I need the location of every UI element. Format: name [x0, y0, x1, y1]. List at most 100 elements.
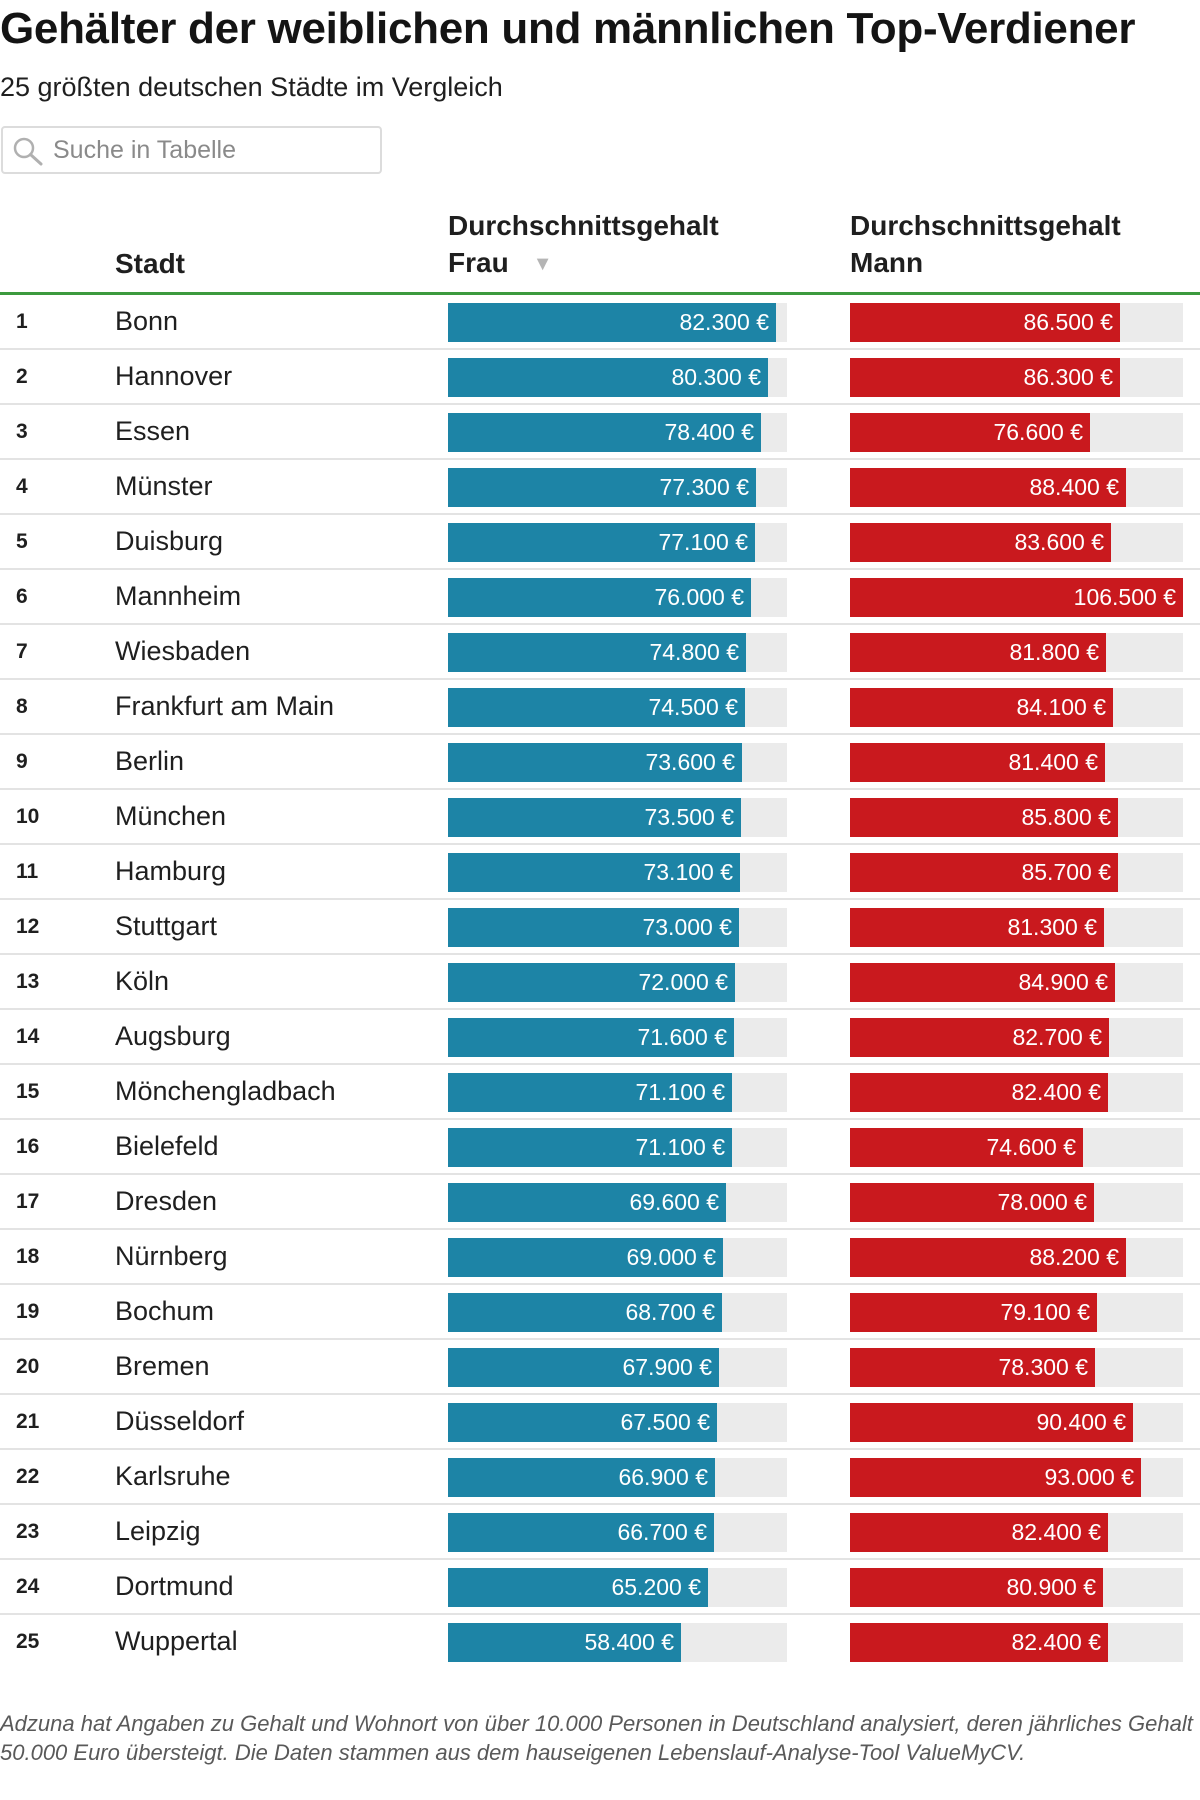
male-bar-track: 82.400 €	[850, 1073, 1183, 1112]
female-bar-track: 82.300 €	[448, 303, 787, 342]
male-salary-bar: 82.400 €	[850, 1513, 1108, 1552]
female-bar-track: 69.600 €	[448, 1183, 787, 1222]
table-row: 15 Mönchengladbach 71.100 € 82.400 €	[0, 1065, 1200, 1120]
table-row: 1 Bonn 82.300 € 86.500 €	[0, 295, 1200, 350]
male-salary-bar: 79.100 €	[850, 1293, 1097, 1332]
male-bar-track: 86.500 €	[850, 303, 1183, 342]
search-box[interactable]	[1, 126, 382, 174]
male-salary-bar: 106.500 €	[850, 578, 1183, 617]
row-city: Wuppertal	[115, 1626, 238, 1656]
female-salary-bar: 82.300 €	[448, 303, 776, 342]
row-city: Düsseldorf	[115, 1406, 245, 1436]
male-salary-bar: 85.800 €	[850, 798, 1118, 837]
row-rank: 10	[16, 805, 40, 828]
male-salary-bar: 76.600 €	[850, 413, 1090, 452]
male-bar-track: 74.600 €	[850, 1128, 1183, 1167]
female-salary-bar: 71.600 €	[448, 1018, 734, 1057]
column-header-female-salary[interactable]: Durchschnittsgehalt Frau ▼	[448, 207, 719, 283]
source-footnote: Adzuna hat Angaben zu Gehalt und Wohnort…	[0, 1711, 1193, 1765]
row-city: Bochum	[115, 1296, 215, 1326]
row-city: Berlin	[115, 746, 185, 776]
male-bar-track: 78.000 €	[850, 1183, 1183, 1222]
row-rank: 15	[16, 1080, 40, 1103]
female-bar-track: 72.000 €	[448, 963, 787, 1002]
male-bar-track: 88.400 €	[850, 468, 1183, 507]
male-salary-bar: 82.400 €	[850, 1073, 1108, 1112]
female-bar-track: 68.700 €	[448, 1293, 787, 1332]
row-rank: 24	[16, 1575, 40, 1598]
table-row: 25 Wuppertal 58.400 € 82.400 €	[0, 1615, 1200, 1668]
male-bar-track: 81.300 €	[850, 908, 1183, 947]
female-salary-bar: 71.100 €	[448, 1128, 732, 1167]
row-city: Duisburg	[115, 526, 224, 556]
female-bar-track: 74.500 €	[448, 688, 787, 727]
male-bar-track: 81.400 €	[850, 743, 1183, 782]
male-salary-bar: 86.300 €	[850, 358, 1120, 397]
table-row: 16 Bielefeld 71.100 € 74.600 €	[0, 1120, 1200, 1175]
row-city: Bremen	[115, 1351, 210, 1381]
column-header-female-line2: Frau	[448, 247, 509, 278]
search-input[interactable]	[53, 133, 373, 167]
row-rank: 2	[16, 365, 28, 388]
row-rank: 23	[16, 1520, 40, 1543]
row-rank: 20	[16, 1355, 40, 1378]
row-city: Wiesbaden	[115, 636, 251, 666]
female-salary-bar: 69.000 €	[448, 1238, 723, 1277]
row-rank: 22	[16, 1465, 40, 1488]
row-rank: 7	[16, 640, 28, 663]
male-salary-bar: 93.000 €	[850, 1458, 1141, 1497]
column-header-male-salary[interactable]: Durchschnittsgehalt Mann	[850, 207, 1121, 281]
row-rank: 14	[16, 1025, 40, 1048]
female-salary-bar: 71.100 €	[448, 1073, 732, 1112]
table-row: 20 Bremen 67.900 € 78.300 €	[0, 1340, 1200, 1395]
female-bar-track: 66.700 €	[448, 1513, 787, 1552]
column-header-city[interactable]: Stadt	[115, 245, 185, 282]
table-row: 9 Berlin 73.600 € 81.400 €	[0, 735, 1200, 790]
row-city: Frankfurt am Main	[115, 691, 335, 721]
female-bar-track: 76.000 €	[448, 578, 787, 617]
table-row: 10 München 73.500 € 85.800 €	[0, 790, 1200, 845]
row-city: Bonn	[115, 306, 179, 336]
sort-descending-icon[interactable]: ▼	[532, 253, 553, 276]
table-row: 18 Nürnberg 69.000 € 88.200 €	[0, 1230, 1200, 1285]
column-header-male-line2: Mann	[850, 247, 924, 278]
male-bar-track: 82.700 €	[850, 1018, 1183, 1057]
male-bar-track: 84.100 €	[850, 688, 1183, 727]
male-bar-track: 88.200 €	[850, 1238, 1183, 1277]
row-rank: 5	[16, 530, 28, 553]
male-salary-bar: 82.700 €	[850, 1018, 1109, 1057]
row-city: Augsburg	[115, 1021, 231, 1051]
female-bar-track: 65.200 €	[448, 1568, 787, 1607]
row-city: Hamburg	[115, 856, 227, 886]
male-bar-track: 79.100 €	[850, 1293, 1183, 1332]
row-city: Münster	[115, 471, 213, 501]
female-salary-bar: 69.600 €	[448, 1183, 726, 1222]
female-salary-bar: 78.400 €	[448, 413, 761, 452]
row-rank: 13	[16, 970, 40, 993]
female-bar-track: 67.900 €	[448, 1348, 787, 1387]
row-rank: 25	[16, 1630, 40, 1653]
row-city: Essen	[115, 416, 191, 446]
table-body: 1 Bonn 82.300 €86.500 €2 Hannover 80.300 €86…	[0, 295, 1200, 1668]
table-row: 21 Düsseldorf 67.500 € 90.400 €	[0, 1395, 1200, 1450]
female-bar-track: 77.100 €	[448, 523, 787, 562]
female-salary-bar: 76.000 €	[448, 578, 751, 617]
male-salary-bar: 81.300 €	[850, 908, 1104, 947]
row-rank: 19	[16, 1300, 40, 1323]
male-salary-bar: 83.600 €	[850, 523, 1111, 562]
male-salary-bar: 82.400 €	[850, 1623, 1108, 1662]
male-bar-track: 90.400 €	[850, 1403, 1183, 1442]
male-salary-bar: 88.200 €	[850, 1238, 1126, 1277]
male-salary-bar: 74.600 €	[850, 1128, 1083, 1167]
female-bar-track: 73.100 €	[448, 853, 787, 892]
row-city: Hannover	[115, 361, 233, 391]
table-row: 12 Stuttgart 73.000 € 81.300 €	[0, 900, 1200, 955]
male-salary-bar: 90.400 €	[850, 1403, 1133, 1442]
column-header-male-line1: Durchschnittsgehalt	[850, 210, 1121, 241]
table-row: 11 Hamburg 73.100 € 85.700 €	[0, 845, 1200, 900]
row-city: Mannheim	[115, 581, 242, 611]
female-bar-track: 74.800 €	[448, 633, 787, 672]
female-salary-bar: 73.500 €	[448, 798, 741, 837]
column-header-female-line1: Durchschnittsgehalt	[448, 210, 719, 241]
female-salary-bar: 74.800 €	[448, 633, 746, 672]
